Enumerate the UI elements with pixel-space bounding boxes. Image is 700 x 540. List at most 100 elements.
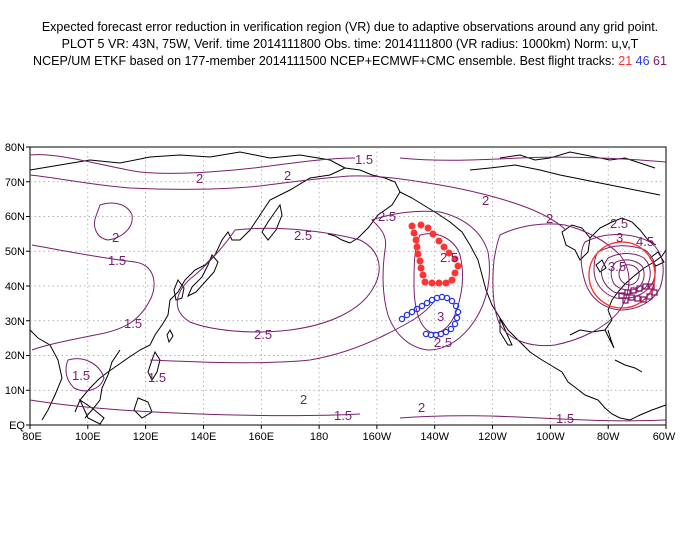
contour-label: 3 (437, 309, 444, 324)
track-61-point (640, 296, 647, 303)
flight-track-46 (398, 293, 462, 339)
title-line-2: PLOT 5 VR: 43N, 75W, Verif. time 2014111… (61, 37, 639, 51)
contour-1-5-south (29, 399, 361, 416)
contour-label: 1.5 (124, 316, 142, 331)
contour-label: 3.5 (608, 259, 626, 274)
coastline-asia-pacific (74, 167, 346, 413)
y-axis-labels: 80N 70N 60N 50N 40N 30N 20N 10N EQ (5, 142, 26, 432)
flight-track-61 (618, 283, 658, 304)
coastline-na-west (469, 244, 599, 401)
contour-label: 4.5 (636, 234, 654, 249)
contour-1-5-north-east (399, 156, 667, 163)
coastline-kamchatka (261, 203, 283, 241)
x-tick-label: 60W (653, 431, 676, 443)
x-tick-label: 160E (248, 431, 274, 443)
contour-2-south-central (149, 299, 436, 364)
contour-2-5-alaska (371, 210, 490, 351)
track-61-point (636, 285, 643, 292)
track-21-point (442, 279, 450, 287)
contour-label: 2 (418, 400, 425, 415)
contour-label: 2 (482, 193, 489, 208)
x-tick-label: 120W (478, 431, 507, 443)
track-21-point (413, 243, 421, 251)
track-61-point (634, 295, 641, 302)
track-46-point (448, 297, 456, 305)
track-46-point (418, 302, 426, 310)
x-tick-label: 80E (22, 431, 42, 443)
track-21-point (408, 222, 416, 230)
track-21-point (435, 237, 443, 245)
contour-label: 1.5 (334, 408, 352, 423)
coastline-labrador (589, 217, 657, 246)
track-21-point (416, 257, 424, 265)
track-21-point (417, 264, 425, 272)
y-tick-label: EQ (9, 420, 25, 432)
coastline-japan (186, 254, 219, 298)
track-21-point (451, 255, 459, 263)
contour-1-5-west (31, 244, 155, 351)
y-tick-label: 10N (5, 385, 25, 397)
contour-label: 1.5 (355, 152, 373, 167)
flight-track-21 (408, 221, 462, 287)
contour-label: 2.5 (434, 335, 452, 350)
track-21-point (419, 271, 427, 279)
track-21-point (410, 229, 418, 237)
contour-1-5-south-east (399, 415, 667, 422)
track-46-point (453, 314, 461, 322)
y-tick-label: 50N (5, 246, 25, 258)
coastline-arctic-islands (499, 151, 656, 169)
track-61-point (651, 289, 658, 296)
track-21-point (412, 236, 420, 244)
contour-label: 1.5 (108, 253, 126, 268)
x-tick-label: 120E (133, 431, 159, 443)
contour-4-east (610, 259, 645, 291)
coastline-borneo (133, 397, 153, 419)
track-21-point (424, 224, 432, 232)
coastline-baja (499, 317, 513, 346)
track-61-point (630, 287, 637, 294)
coastline-alaska-south (399, 191, 471, 246)
contour-label: 2 (300, 392, 307, 407)
coastline-great-lakes (595, 259, 607, 273)
x-axis-labels: 80E 100E 120E 140E 160E 180 160W 140W 12… (22, 431, 676, 443)
title-line-3: NCEP/UM ETKF based on 177-member 2014111… (0, 54, 700, 68)
contour-label: 2.5 (294, 228, 312, 243)
coastline-indochina (84, 349, 121, 419)
track-46-point (447, 325, 455, 333)
track-21-point (414, 250, 422, 258)
contour-label: 2 (284, 168, 291, 183)
contour-3-5-east (601, 253, 651, 295)
contour-label: 2 (196, 171, 203, 186)
track-21-point (440, 243, 448, 251)
contour-2-west-loop (94, 202, 133, 241)
coastline-caribbean (614, 359, 643, 373)
track-46-point (413, 305, 421, 313)
track-61-point (624, 289, 631, 296)
contour-labels: 1.5 2 2.5 2 1.5 2 1.5 1.5 1.5 2.5 2 2.5 … (72, 152, 654, 426)
track-46-point (408, 308, 416, 316)
track-21-point (445, 249, 453, 257)
track-21-point (448, 276, 456, 284)
coastline-aleutians (327, 233, 351, 244)
title-line-1: Expected forecast error reduction in ver… (41, 20, 659, 34)
track-21-point (421, 278, 429, 286)
coastline-gulf-mexico (569, 309, 613, 336)
contour-label: 2.5 (440, 250, 458, 265)
x-tick-label: 140E (191, 431, 217, 443)
track-46-point (423, 299, 431, 307)
coastline-taiwan (166, 328, 174, 344)
coastline-hudson-bay (561, 224, 591, 261)
contour-4-5-east (618, 264, 640, 286)
y-tick-label: 80N (5, 142, 25, 154)
track-21-point (428, 279, 436, 287)
track-21-point (451, 269, 459, 277)
contour-2-5-east (580, 234, 664, 311)
track-61-point (642, 283, 649, 290)
y-tick-label: 20N (5, 350, 25, 362)
coastline-sumatra (78, 398, 105, 425)
track-46-point (443, 294, 451, 302)
track-61-point (622, 297, 629, 304)
coastline-india-east (29, 329, 63, 421)
track-46-point (398, 315, 406, 323)
